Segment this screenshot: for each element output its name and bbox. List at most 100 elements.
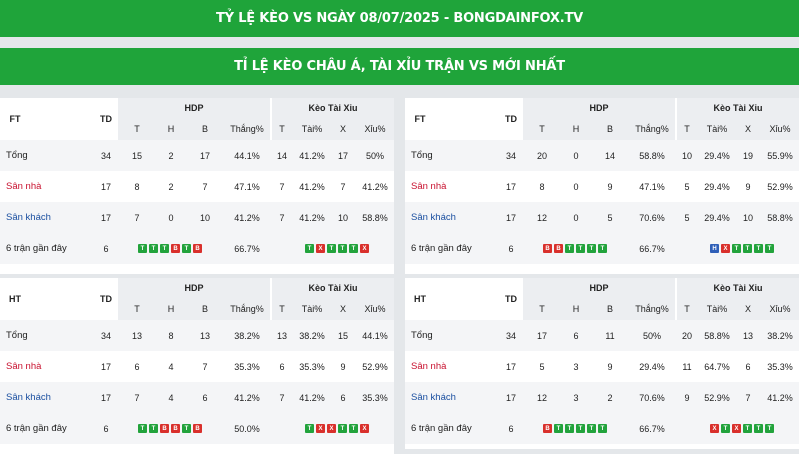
form-badge: T xyxy=(327,244,336,253)
form-badge: T xyxy=(349,244,358,253)
col-header-tai: Tài% xyxy=(706,304,728,314)
col-header-t2: T xyxy=(684,124,690,134)
cell-value: 34 xyxy=(100,150,111,161)
form-badge: T xyxy=(160,244,169,253)
form-badge: B xyxy=(543,424,552,433)
col-header-x: X xyxy=(339,124,346,134)
row-label-total: Tổng xyxy=(411,150,433,161)
cell-value: 41.2% xyxy=(234,212,260,223)
form-badge: T xyxy=(765,424,774,433)
table-row-away: Sân khách 17 7 0 10 41.2% 7 41.2% 10 58.8% xyxy=(0,202,394,233)
cell-value: 41.2% xyxy=(299,150,325,161)
form-badge: X xyxy=(710,424,719,433)
row-label-home: Sân nhà xyxy=(411,361,447,372)
row-label-total: Tổng xyxy=(6,150,28,161)
cell-value: 58.8% xyxy=(639,150,665,161)
cell-value: 6 xyxy=(340,392,346,403)
cell-value: 29.4% xyxy=(704,181,730,192)
stats-panel-ft-right: FT TD HDP Kèo Tài Xỉu T H B Thắng% T Tài% X Xỉu% Tổn… xyxy=(405,98,799,274)
form-badge: T xyxy=(182,244,191,253)
col-header-t: T xyxy=(134,304,140,314)
cell-value: 41.2% xyxy=(299,392,325,403)
table-header: HT TD HDP Kèo Tài Xỉu T H B Thắng% T Tài% X Xỉu% xyxy=(0,278,394,320)
cell-value: 3 xyxy=(573,361,579,372)
cell-value: 29.4% xyxy=(704,150,730,161)
period-label: FT xyxy=(414,114,426,124)
form-badge: B xyxy=(554,244,563,253)
table-header: FT TD HDP Kèo Tài Xỉu T H B Thắng% T Tài% X Xỉu% xyxy=(405,98,799,140)
hdp-header: HDP xyxy=(589,103,609,113)
col-header-b: B xyxy=(606,304,613,314)
cell-value: 44.1% xyxy=(234,150,260,161)
page-title: TỶ LỆ KÈO VS NGÀY 08/07/2025 - BONGDAINF… xyxy=(0,0,799,37)
cell-value: 17 xyxy=(536,330,547,341)
form-badge: T xyxy=(149,244,158,253)
cell-value: 17 xyxy=(505,212,516,223)
cell-value: 17 xyxy=(100,361,111,372)
form-badge: T xyxy=(587,244,596,253)
cell-value: 17 xyxy=(199,150,210,161)
cell-value: 7 xyxy=(134,392,140,403)
ou-header: Kèo Tài Xỉu xyxy=(713,103,763,113)
row-label-last6: 6 trận gần đây xyxy=(411,243,472,254)
col-header-b: B xyxy=(201,124,208,134)
form-badge: T xyxy=(338,424,347,433)
form-badge: T xyxy=(743,244,752,253)
cell-value: 6 xyxy=(202,392,208,403)
col-header-t: T xyxy=(134,124,140,134)
col-header-b: B xyxy=(201,304,208,314)
cell-value: 10 xyxy=(742,212,753,223)
form-badge: X xyxy=(360,244,369,253)
form-badge: T xyxy=(182,424,191,433)
cell-value: 50% xyxy=(365,150,384,161)
cell-value: 2 xyxy=(168,150,174,161)
table-row-away: Sân khách 17 7 4 6 41.2% 7 41.2% 6 35.3% xyxy=(0,382,394,413)
form-badge: T xyxy=(576,244,585,253)
form-badge: T xyxy=(565,244,574,253)
cell-value: 6 xyxy=(508,243,514,254)
header-shade-hdp xyxy=(118,98,270,140)
cell-value: 6 xyxy=(745,361,751,372)
col-header-b: B xyxy=(606,124,613,134)
cell-value: 14 xyxy=(604,150,615,161)
stats-panel-ht-right: HT TD HDP Kèo Tài Xỉu T H B Thắng% T Tài% X Xỉu% Tổn… xyxy=(405,278,799,449)
cell-value: 6 xyxy=(279,361,285,372)
cell-value: 66.7% xyxy=(639,243,665,254)
cell-value: 17 xyxy=(100,212,111,223)
table-row-home: Sân nhà 17 5 3 9 29.4% 11 64.7% 6 35.3% xyxy=(405,351,799,382)
cell-value: 38.2% xyxy=(234,330,260,341)
section-title: TỈ LỆ KÈO CHÂU Á, TÀI XỈU TRẬN VS MỚI NH… xyxy=(0,48,799,85)
cell-value: 47.1% xyxy=(639,181,665,192)
cell-value: 5 xyxy=(539,361,545,372)
stats-panel-ft-left: FT TD HDP Kèo Tài Xỉu T H B Thắng% T Tài% X Xỉu% Tổn… xyxy=(0,98,394,274)
form-badge: T xyxy=(765,244,774,253)
form-badge: T xyxy=(732,244,741,253)
table-row-total: Tổng 34 17 6 11 50% 20 58.8% 13 38.2% xyxy=(405,320,799,351)
col-header-t: T xyxy=(539,304,545,314)
col-header-t2: T xyxy=(279,124,285,134)
cell-value: 47.1% xyxy=(234,181,260,192)
cell-value: 44.1% xyxy=(362,330,388,341)
cell-value: 55.9% xyxy=(767,150,793,161)
cell-value: 58.8% xyxy=(767,212,793,223)
td-header: TD xyxy=(100,114,112,124)
cell-value: 41.2% xyxy=(234,392,260,403)
cell-value: 34 xyxy=(505,150,516,161)
cell-value: 17 xyxy=(100,181,111,192)
cell-value: 41.2% xyxy=(299,181,325,192)
table-row-away: Sân khách 17 12 0 5 70.6% 5 29.4% 10 58.8% xyxy=(405,202,799,233)
header-shade-hdp xyxy=(118,278,270,320)
row-label-home: Sân nhà xyxy=(6,181,42,192)
cell-value: 58.8% xyxy=(362,212,388,223)
cell-value: 50% xyxy=(642,330,661,341)
table-row-last6: 6 trận gần đây 6 T T T B T B 66.7% T X T T T X xyxy=(0,233,394,264)
cell-value: 0 xyxy=(168,212,174,223)
row-label-away: Sân khách xyxy=(6,212,51,223)
cell-value: 17 xyxy=(505,181,516,192)
cell-value: 7 xyxy=(279,212,285,223)
